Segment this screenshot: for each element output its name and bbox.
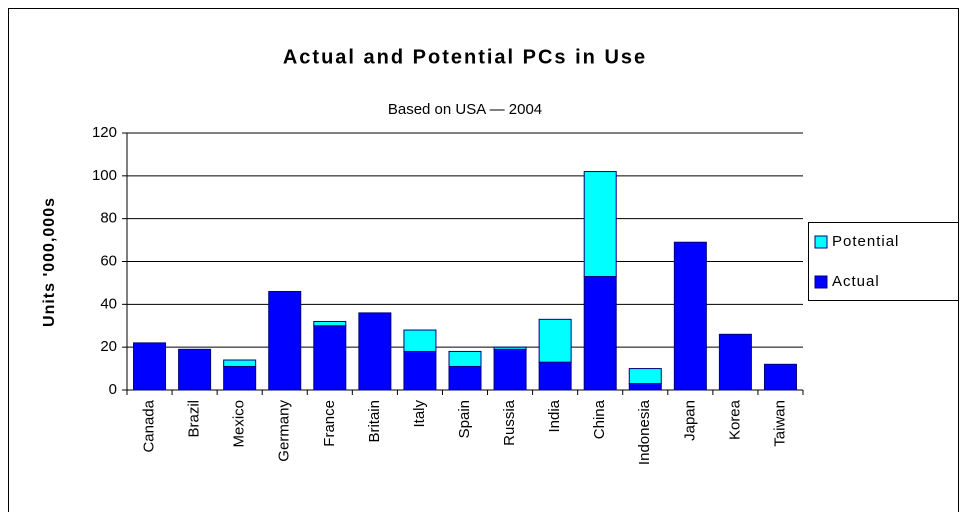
- bar: [493, 348, 527, 391]
- bar: [448, 365, 482, 391]
- bar: [583, 171, 617, 277]
- y-tick-label: 120: [92, 124, 117, 141]
- x-tick-label: Russia: [501, 399, 518, 446]
- bar: [763, 363, 797, 391]
- bar: [673, 241, 707, 391]
- bar: [178, 348, 212, 391]
- x-tick-label: Mexico: [231, 400, 248, 448]
- bar: [538, 361, 572, 391]
- bar: [538, 318, 572, 363]
- x-tick-label: Britain: [366, 400, 383, 443]
- bar: [133, 342, 167, 391]
- legend-label: Potential: [832, 233, 899, 250]
- x-tick-label: India: [546, 399, 563, 432]
- x-tick-label: Korea: [726, 399, 743, 440]
- bar: [223, 359, 257, 367]
- bar: [718, 333, 752, 391]
- legend-swatch: [814, 275, 828, 289]
- legend-label: Actual: [832, 273, 880, 290]
- bar: [268, 290, 302, 391]
- chart-frame: [8, 8, 959, 517]
- x-tick-label: Taiwan: [771, 400, 788, 447]
- bar: [358, 312, 392, 391]
- bar: [403, 350, 437, 391]
- y-tick-label: 60: [100, 252, 117, 269]
- x-tick-label: Brazil: [186, 400, 203, 438]
- x-tick-label: Indonesia: [636, 399, 653, 465]
- chart-title: Actual and Potential PCs in Use: [283, 46, 647, 68]
- x-tick-label: Spain: [456, 400, 473, 438]
- chart-subtitle: Based on USA — 2004: [388, 101, 542, 118]
- legend-box: [808, 222, 959, 301]
- y-tick-label: 40: [100, 295, 117, 312]
- y-tick-label: 100: [92, 167, 117, 184]
- bar: [313, 325, 347, 391]
- legend-swatch: [814, 235, 828, 249]
- bar: [583, 275, 617, 391]
- x-tick-label: Japan: [681, 400, 698, 441]
- bar: [313, 320, 347, 327]
- x-tick-label: Canada: [141, 399, 158, 452]
- bar: [223, 365, 257, 391]
- bar: [628, 368, 662, 385]
- x-tick-label: Italy: [411, 400, 428, 428]
- bar: [403, 329, 437, 352]
- y-tick-label: 0: [109, 381, 117, 398]
- bar: [628, 383, 662, 391]
- x-tick-label: Germany: [276, 400, 293, 462]
- bar: [448, 350, 482, 367]
- x-tick-label: France: [321, 400, 338, 447]
- y-tick-label: 20: [100, 338, 117, 355]
- y-tick-label: 80: [100, 210, 117, 227]
- x-tick-label: China: [591, 399, 608, 439]
- y-axis-label: Units '000,000s: [41, 197, 58, 327]
- bar: [493, 346, 527, 350]
